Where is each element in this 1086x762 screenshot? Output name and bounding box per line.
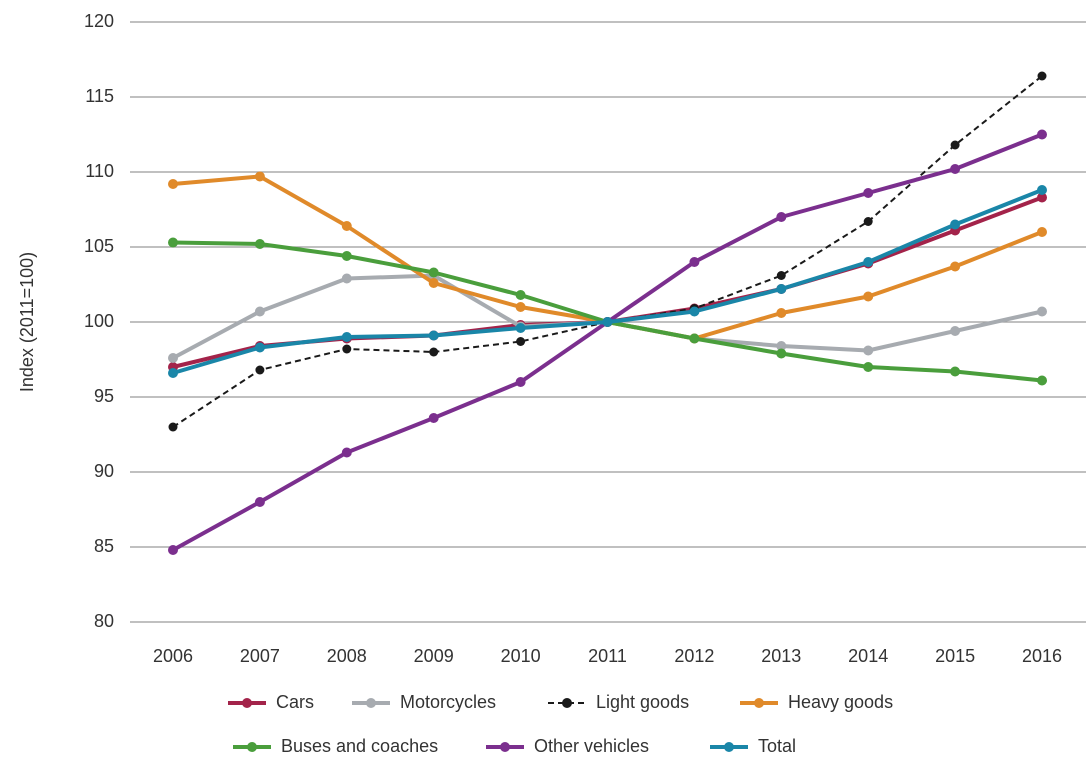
x-tick-label: 2010 [501,646,541,666]
data-point [1037,192,1047,203]
data-point [515,302,526,312]
legend-marker [247,742,257,752]
x-tick-label: 2012 [674,646,714,666]
data-point [863,291,874,302]
data-point [428,267,439,278]
data-point [950,140,960,150]
y-tick-label: 95 [94,386,114,406]
data-point [1037,129,1047,140]
legend-marker [366,698,376,708]
data-point [168,179,178,189]
y-tick-label: 120 [84,11,114,31]
x-tick-label: 2011 [588,646,627,666]
data-point [1037,71,1047,81]
x-tick-label: 2006 [153,646,193,666]
data-point [254,306,265,317]
legend-label: Light goods [596,692,689,712]
data-point [516,337,526,346]
data-point [342,344,352,354]
data-point [428,413,439,423]
legend-marker [242,698,252,708]
x-tick-label: 2015 [935,646,975,666]
data-point [168,545,178,555]
data-point [341,273,352,284]
y-tick-label: 100 [84,311,114,331]
legend-label: Motorcycles [400,692,496,712]
data-point [950,164,961,174]
data-point [863,217,873,226]
data-point [776,341,787,351]
data-point [1037,375,1047,386]
data-point [602,317,613,327]
data-point [429,347,439,357]
data-point [515,323,526,333]
legend-label: Other vehicles [534,736,649,756]
x-tick-label: 2008 [327,646,367,666]
y-axis-label: Index (2011=100) [17,252,37,392]
data-point [428,330,439,341]
y-tick-label: 80 [94,611,114,631]
data-point [168,237,178,248]
y-tick-label: 115 [85,86,114,106]
legend-marker [562,698,572,708]
series-line [172,174,1043,341]
data-point [1037,227,1047,237]
x-tick-label: 2014 [848,646,888,666]
data-point [254,239,265,249]
data-point [341,251,352,261]
data-point [776,308,787,318]
data-point [341,221,352,231]
data-point [689,333,700,344]
x-tick-label: 2009 [414,646,454,666]
legend-label: Buses and coaches [281,736,438,756]
data-point [689,306,700,317]
data-point [950,326,961,336]
data-point [950,219,961,230]
legend-marker [754,698,764,708]
x-tick-label: 2013 [761,646,801,666]
data-point [950,261,961,272]
data-point [776,212,787,222]
data-point [255,365,265,375]
data-point [1037,306,1047,317]
legend-label: Total [758,736,796,756]
data-point [341,332,352,342]
data-point [168,353,178,363]
series-line [172,273,1043,360]
y-tick-label: 105 [84,236,114,256]
series-line [172,240,1043,383]
series-line [172,75,1043,428]
data-point [254,171,265,182]
data-point [254,497,265,507]
x-tick-label: 2016 [1022,646,1062,666]
data-point [689,257,700,267]
y-tick-label: 110 [85,161,114,181]
data-point [776,348,787,359]
data-point [1037,185,1047,195]
y-tick-label: 85 [94,536,114,556]
data-point [168,422,178,432]
legend-label: Cars [276,692,314,712]
y-tick-label: 90 [94,461,114,481]
data-point [863,345,874,356]
x-tick-label: 2007 [240,646,280,666]
data-point [776,284,787,294]
data-point [168,368,178,378]
data-point [341,447,352,458]
data-point [863,362,874,372]
legend-label: Heavy goods [788,692,893,712]
data-point [863,188,874,198]
data-point [515,377,526,387]
data-point [254,342,265,353]
data-point [515,290,526,300]
data-point [950,366,961,377]
data-point [428,278,439,288]
data-point [863,257,874,267]
data-point [776,271,786,280]
legend-marker [500,742,510,752]
legend-marker [724,742,734,752]
